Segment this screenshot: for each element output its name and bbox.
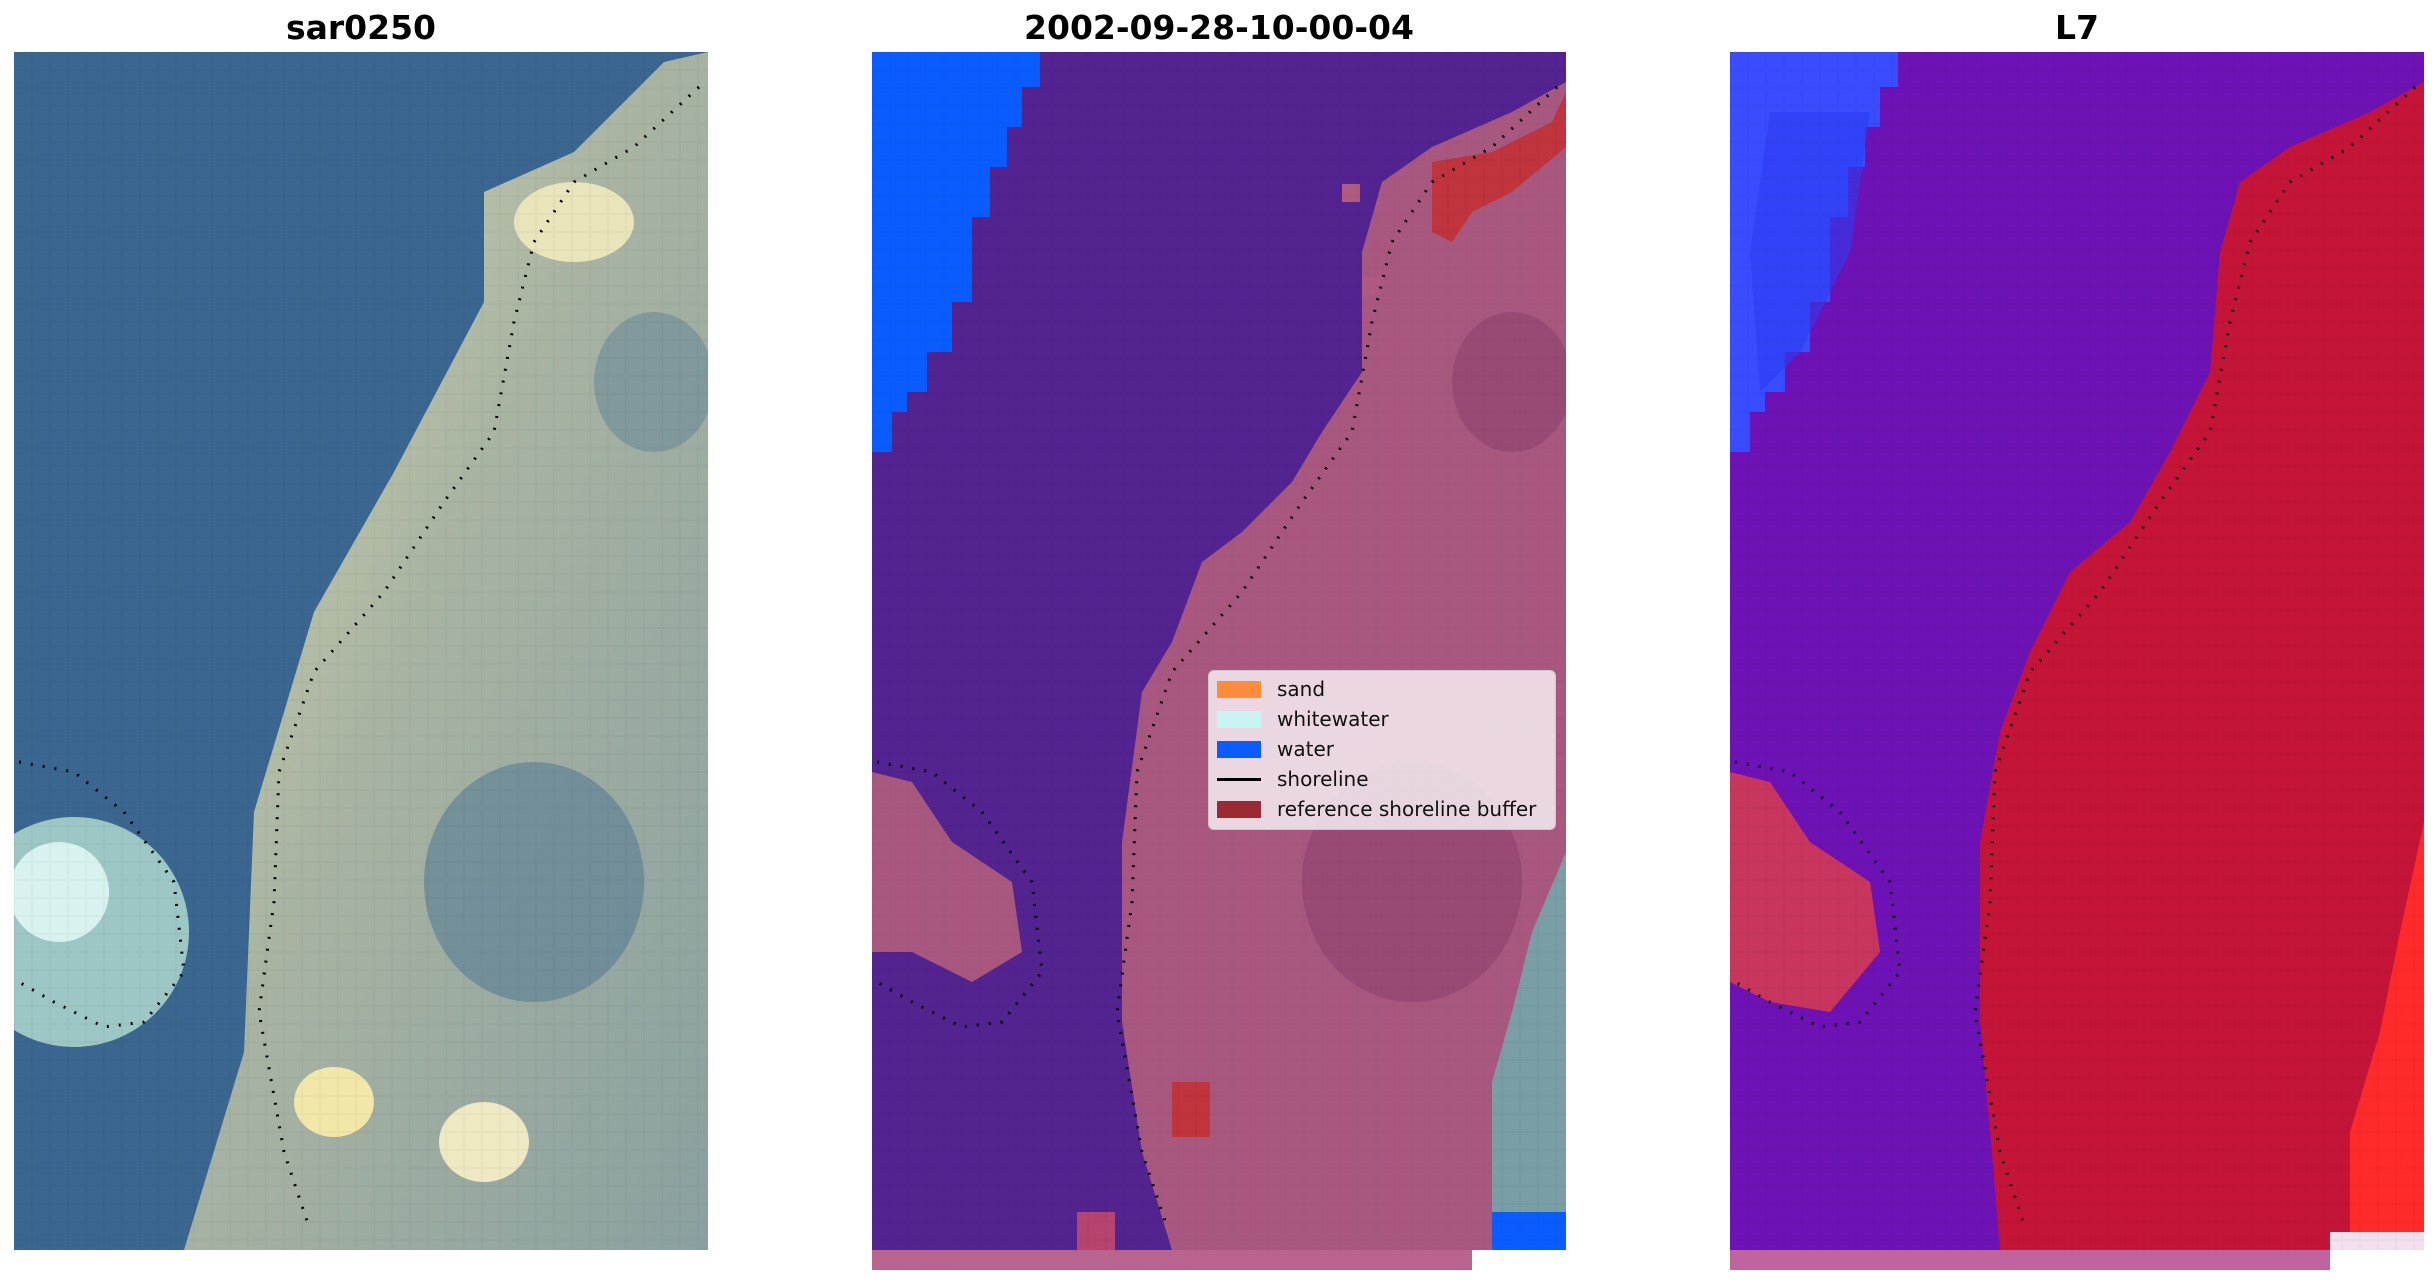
panel-title-classification: 2002-09-28-10-00-04 (1024, 8, 1414, 47)
legend-item-sand: sand (1217, 675, 1325, 703)
rgb-image-panel (14, 52, 708, 1250)
reference-buffer-strip (1730, 1250, 2330, 1270)
classification-image (872, 52, 1566, 1250)
shoreline-line (257, 85, 701, 1228)
legend-label: whitewater (1277, 707, 1389, 731)
index-image (1730, 52, 2424, 1250)
legend-item-water: water (1217, 735, 1334, 763)
rgb-image (14, 52, 708, 1250)
legend-label: shoreline (1277, 767, 1369, 791)
legend-label: water (1277, 737, 1334, 761)
reference-buffer-strip (872, 1250, 1472, 1270)
panel-title-index: L7 (2055, 8, 2099, 47)
sand-swatch (1217, 680, 1261, 698)
legend-label: sand (1277, 677, 1326, 701)
buffer-swatch (1217, 800, 1261, 818)
legend: sand whitewater water shoreline referenc… (1208, 670, 1556, 830)
index-panel (1730, 52, 2424, 1250)
water-swatch (1217, 740, 1261, 758)
shoreline-line (1973, 85, 2417, 1228)
classification-panel (872, 52, 1566, 1250)
legend-label: reference shoreline buffer (1277, 797, 1537, 821)
legend-item-reference-buffer: reference shoreline buffer (1217, 795, 1536, 823)
whitewater-swatch (1217, 710, 1261, 728)
legend-item-shoreline: shoreline (1217, 765, 1369, 793)
panel-title-rgb: sar0250 (285, 8, 437, 47)
legend-item-whitewater: whitewater (1217, 705, 1389, 733)
shoreline-swatch (1217, 777, 1261, 781)
shoreline-line (1115, 85, 1559, 1228)
